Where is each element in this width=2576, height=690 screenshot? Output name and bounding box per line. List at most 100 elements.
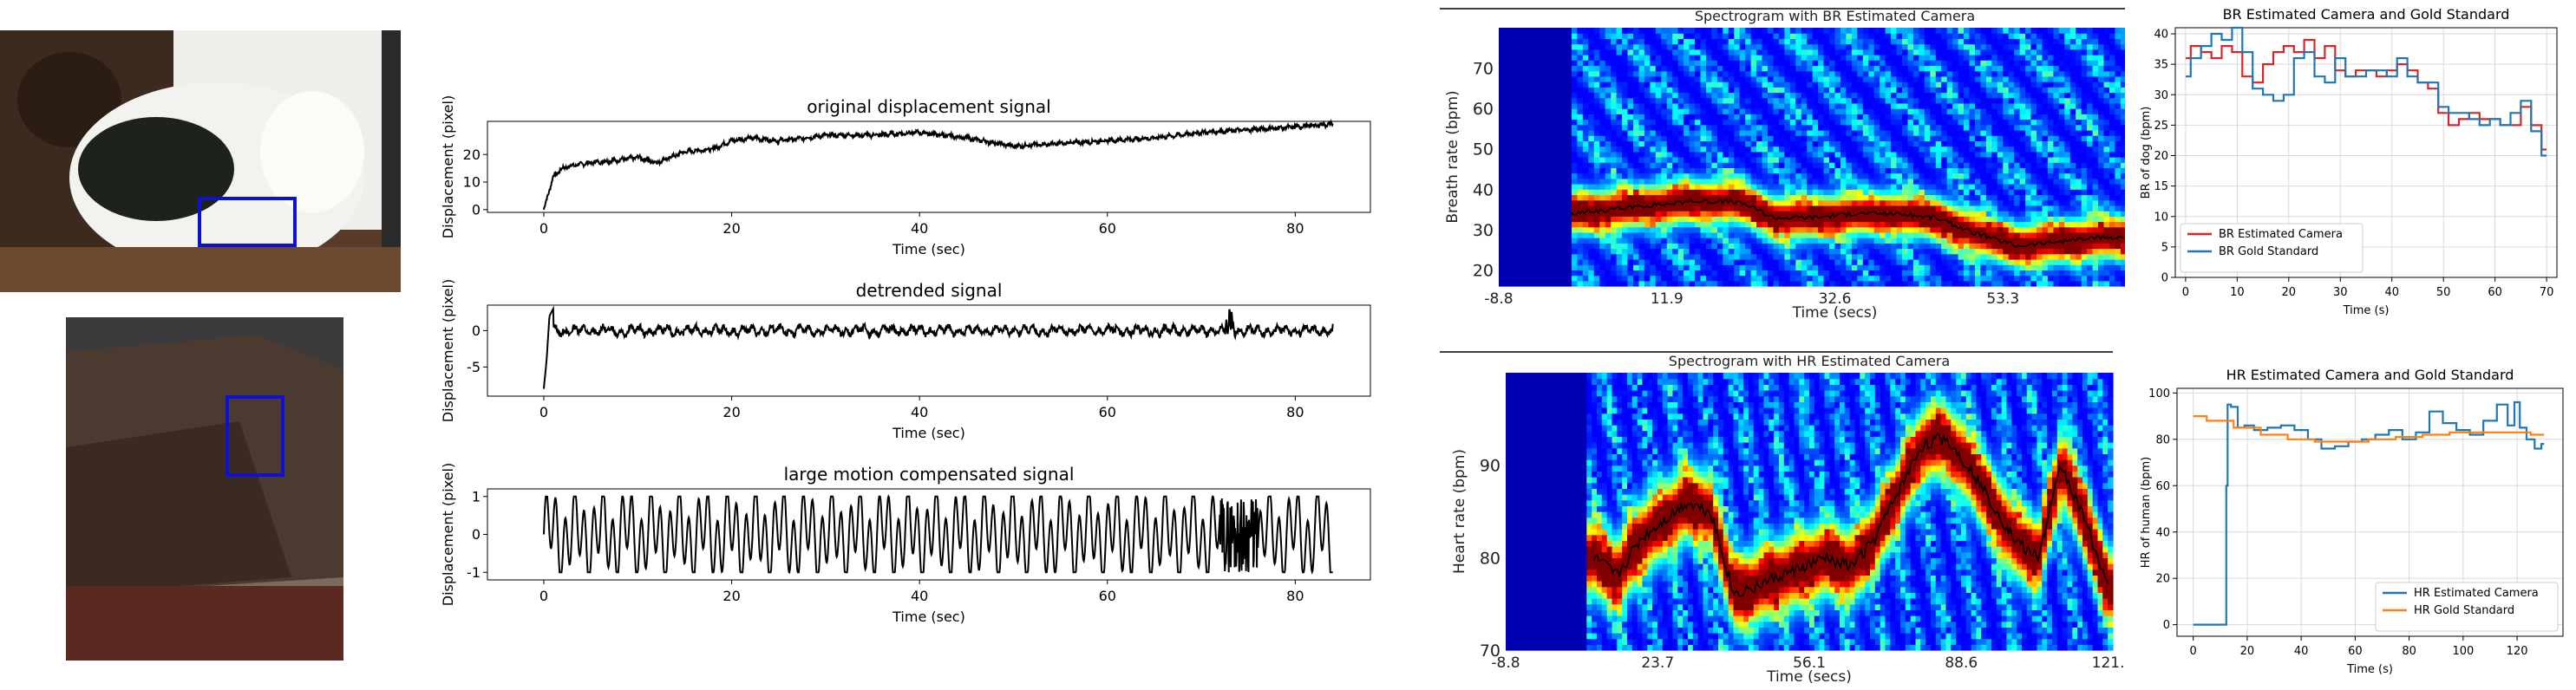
spectrogram-cell [1515, 146, 1521, 153]
spectrogram-cell [1852, 249, 1858, 255]
spectrogram-cell [2037, 227, 2043, 233]
spectrogram-cell [1913, 195, 1919, 201]
spectrogram-cell [2059, 87, 2065, 93]
spectrogram-cell [2070, 227, 2076, 233]
spectrogram-cell [2053, 49, 2059, 55]
spectrogram-cell [1650, 71, 1656, 77]
spectrogram-cell [2014, 93, 2020, 99]
spectrogram-cell [1745, 44, 1751, 50]
spectrogram-cell [1667, 130, 1673, 136]
spectrogram-cell [2043, 249, 2049, 255]
spectrogram-cell [1717, 216, 1723, 222]
spectrogram-cell [1695, 216, 1701, 222]
spectrogram-cell [1801, 227, 1808, 233]
spectrogram-cell [2037, 216, 2043, 222]
spectrogram-cell [1751, 157, 1757, 163]
spectrogram-cell [1711, 81, 1717, 88]
spectrogram-cell [1611, 216, 1617, 222]
spectrogram-cell [1622, 108, 1628, 114]
spectrogram-cell [1622, 195, 1628, 201]
spectrogram-cell [1617, 28, 1623, 34]
spectrogram-cell [1544, 249, 1550, 255]
spectrogram-cell [1846, 152, 1852, 158]
spectrogram-cell [1588, 216, 1594, 222]
spectrogram-cell [1936, 184, 1942, 190]
spectrogram-cell [1599, 184, 1605, 190]
spectrogram-cell [1891, 179, 1897, 185]
spectrogram-cell [1840, 167, 1847, 173]
spectrogram-cell [1774, 38, 1780, 44]
spectrogram-cell [1986, 189, 1992, 195]
spectrogram-cell [1868, 222, 1874, 228]
spectrogram-cell [1997, 270, 2004, 276]
spectrogram-cell [1572, 135, 1578, 141]
spectrogram-cell [1908, 264, 1914, 270]
spectrogram-cell [1829, 76, 1835, 82]
spectrogram-cell [1560, 140, 1566, 146]
spectrogram-cell [1527, 232, 1533, 238]
spectrogram-cell [1958, 76, 1965, 82]
spectrogram-cell [1829, 184, 1835, 190]
spectrogram-cell [1790, 205, 1796, 212]
spectrogram-cell [1958, 189, 1965, 195]
spectrogram-cell [1577, 157, 1583, 163]
spectrogram-cell [1717, 173, 1723, 179]
spectrogram-cell [1611, 93, 1617, 99]
spectrogram-cell [2031, 71, 2037, 77]
spectrogram-cell [1617, 200, 1623, 206]
spectrogram-cell [1717, 232, 1723, 238]
spectrogram-cell [1902, 232, 1908, 238]
spectrogram-cell [1538, 259, 1544, 265]
spectrogram-cell [1930, 120, 1936, 126]
spectrogram-cell [1723, 270, 1729, 276]
spectrogram-cell [1521, 157, 1527, 163]
spectrogram-cell [1672, 276, 1678, 282]
spectrogram-cell [1605, 216, 1612, 222]
spectrogram-cell [2014, 81, 2020, 88]
spectrogram-cell [1936, 103, 1942, 109]
spectrogram-cell [1964, 205, 1970, 212]
spectrogram-cell [2059, 38, 2065, 44]
spectrogram-cell [1661, 179, 1667, 185]
spectrogram-cell [1930, 264, 1936, 270]
spectrogram-cell [1701, 152, 1707, 158]
spectrogram-cell [1544, 38, 1550, 44]
spectrogram-cell [1868, 205, 1874, 212]
spectrogram-cell [2070, 152, 2076, 158]
spectrogram-cell [1572, 270, 1578, 276]
spectrogram-cell [1515, 232, 1521, 238]
spectrogram-cell [1684, 81, 1690, 88]
spectrogram-cell [1751, 222, 1757, 228]
spectrogram-cell [1868, 227, 1874, 233]
spectrogram-cell [1958, 216, 1965, 222]
spectrogram-cell [1897, 276, 1903, 282]
spectrogram-cell [1745, 130, 1751, 136]
spectrogram-cell [1599, 125, 1605, 131]
spectrogram-cell [1678, 38, 1684, 44]
spectrogram-cell [1868, 157, 1874, 163]
spectrogram-cell [1505, 114, 1511, 120]
spectrogram-cell [1863, 243, 1869, 249]
spectrogram-cell [1690, 243, 1696, 249]
spectrogram-cell [1913, 60, 1919, 66]
spectrogram-cell [1745, 157, 1751, 163]
spectrogram-cell [1874, 276, 1880, 282]
spectrogram-cell [1656, 281, 1662, 287]
spectrogram-cell [1628, 81, 1634, 88]
spectrogram-cell [1560, 238, 1566, 244]
spectrogram-cell [1706, 205, 1712, 212]
spectrogram-cell [1633, 216, 1639, 222]
spectrogram-cell [1745, 227, 1751, 233]
spectrogram-cell [1908, 130, 1914, 136]
spectrogram-cell [1729, 179, 1735, 185]
spectrogram-cell [1947, 33, 1953, 39]
spectrogram-cell [1857, 135, 1863, 141]
spectrogram-cell [1886, 55, 1892, 61]
spectrogram-cell [1835, 28, 1841, 34]
spectrogram-cell [1868, 87, 1874, 93]
spectrogram-cell [1774, 276, 1780, 282]
spectrogram-cell [1958, 140, 1965, 146]
spectrogram-cell [1633, 270, 1639, 276]
spectrogram-cell [1599, 167, 1605, 173]
spectrogram-cell [1667, 66, 1673, 72]
